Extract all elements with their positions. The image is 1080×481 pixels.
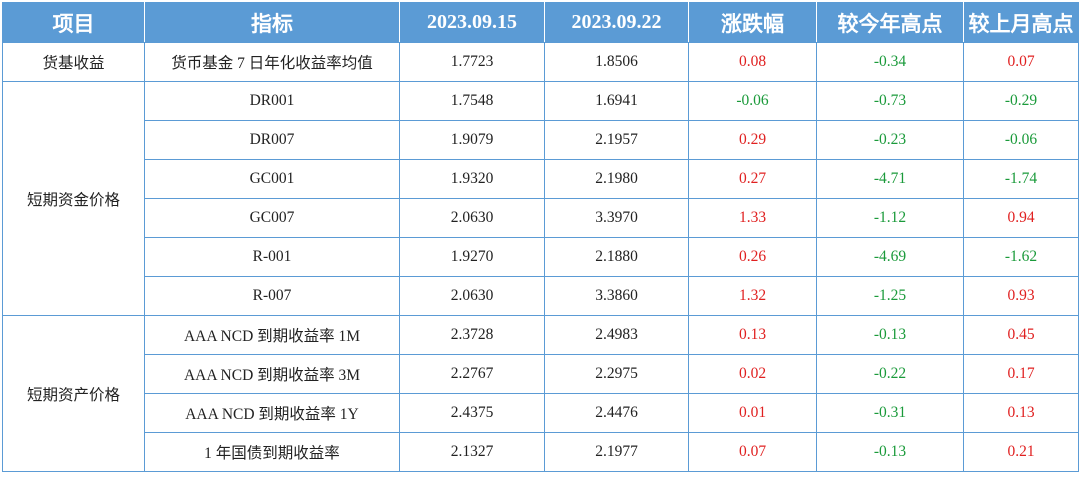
value-date-2-cell: 2.4983 — [544, 315, 689, 355]
value-date-1-cell: 2.0630 — [399, 198, 545, 238]
indicator-cell: 1 年国债到期收益率 — [144, 432, 400, 472]
vs-year-high-cell: -0.73 — [816, 81, 964, 121]
indicator-cell: AAA NCD 到期收益率 3M — [144, 354, 400, 394]
vs-month-high-cell: 0.21 — [963, 432, 1079, 472]
value-date-1-cell: 1.7548 — [399, 81, 545, 121]
value-date-2-cell: 2.1980 — [544, 159, 689, 199]
value-date-2-cell: 2.1957 — [544, 120, 689, 160]
value-date-1-cell: 2.4375 — [399, 393, 545, 433]
change-cell: 0.01 — [688, 393, 817, 433]
indicator-cell: R-001 — [144, 237, 400, 277]
value-date-2-cell: 2.2975 — [544, 354, 689, 394]
value-date-2-cell: 1.8506 — [544, 42, 689, 82]
value-date-1-cell: 2.2767 — [399, 354, 545, 394]
vs-month-high-cell: 0.45 — [963, 315, 1079, 355]
value-date-1-cell: 1.7723 — [399, 42, 545, 82]
change-cell: 0.02 — [688, 354, 817, 394]
change-cell: 0.27 — [688, 159, 817, 199]
indicator-cell: DR001 — [144, 81, 400, 121]
category-cell: 货基收益 — [2, 42, 145, 82]
value-date-1-cell: 1.9079 — [399, 120, 545, 160]
header-vs-year-high: 较今年高点 — [816, 2, 964, 43]
header-row: 项目 指标 2023.09.15 2023.09.22 涨跌幅 较今年高点 较上… — [2, 2, 1079, 43]
indicator-cell: DR007 — [144, 120, 400, 160]
vs-year-high-cell: -1.25 — [816, 276, 964, 316]
table-row: R-001 1.9270 2.1880 0.26 -4.69 -1.62 — [3, 237, 1079, 277]
vs-month-high-cell: -1.62 — [963, 237, 1079, 277]
table-row: 1 年国债到期收益率 2.1327 2.1977 0.07 -0.13 0.21 — [3, 432, 1079, 472]
vs-month-high-cell: -1.74 — [963, 159, 1079, 199]
vs-month-high-cell: -0.06 — [963, 120, 1079, 160]
value-date-1-cell: 2.3728 — [399, 315, 545, 355]
change-cell: 0.07 — [688, 432, 817, 472]
vs-year-high-cell: -0.22 — [816, 354, 964, 394]
change-cell: 1.33 — [688, 198, 817, 238]
table-header: 项目 指标 2023.09.15 2023.09.22 涨跌幅 较今年高点 较上… — [2, 2, 1079, 43]
table-row: AAA NCD 到期收益率 3M 2.2767 2.2975 0.02 -0.22 0.1… — [3, 354, 1079, 394]
vs-year-high-cell: -0.13 — [816, 315, 964, 355]
value-date-2-cell: 3.3860 — [544, 276, 689, 316]
header-category: 项目 — [2, 2, 145, 43]
indicator-cell: GC007 — [144, 198, 400, 238]
value-date-1-cell: 2.0630 — [399, 276, 545, 316]
table-row: 货基收益 货币基金 7 日年化收益率均值 1.7723 1.8506 0.08 -0.34… — [2, 42, 1079, 82]
value-date-2-cell: 2.1977 — [544, 432, 689, 472]
change-cell: 1.32 — [688, 276, 817, 316]
table-body: 货基收益 货币基金 7 日年化收益率均值 1.7723 1.8506 0.08 -0.34… — [2, 42, 1079, 472]
category-cell: 短期资金价格 — [2, 81, 145, 316]
table-row: AAA NCD 到期收益率 1Y 2.4375 2.4476 0.01 -0.31 0.1… — [3, 393, 1079, 433]
table-row: GC007 2.0630 3.3970 1.33 -1.12 0.94 — [3, 198, 1079, 238]
category-cell: 短期资产价格 — [2, 315, 145, 472]
change-cell: 0.26 — [688, 237, 817, 277]
table-row: DR007 1.9079 2.1957 0.29 -0.23 -0.06 — [3, 120, 1079, 160]
value-date-1-cell: 2.1327 — [399, 432, 545, 472]
header-date-1: 2023.09.15 — [399, 2, 545, 43]
vs-year-high-cell: -1.12 — [816, 198, 964, 238]
value-date-2-cell: 1.6941 — [544, 81, 689, 121]
value-date-1-cell: 1.9270 — [399, 237, 545, 277]
vs-year-high-cell: -0.23 — [816, 120, 964, 160]
header-change: 涨跌幅 — [688, 2, 817, 43]
indicator-cell: R-007 — [144, 276, 400, 316]
vs-year-high-cell: -0.34 — [816, 42, 964, 82]
vs-year-high-cell: -0.31 — [816, 393, 964, 433]
vs-month-high-cell: 0.17 — [963, 354, 1079, 394]
table-row: GC001 1.9320 2.1980 0.27 -4.71 -1.74 — [3, 159, 1079, 199]
vs-month-high-cell: 0.13 — [963, 393, 1079, 433]
change-cell: -0.06 — [688, 81, 817, 121]
vs-month-high-cell: 0.94 — [963, 198, 1079, 238]
rates-table: 项目 指标 2023.09.15 2023.09.22 涨跌幅 较今年高点 较上… — [2, 2, 1079, 472]
value-date-2-cell: 2.1880 — [544, 237, 689, 277]
header-date-2: 2023.09.22 — [544, 2, 689, 43]
change-cell: 0.13 — [688, 315, 817, 355]
value-date-1-cell: 1.9320 — [399, 159, 545, 199]
indicator-cell: 货币基金 7 日年化收益率均值 — [144, 42, 400, 82]
table-row: 短期资产价格 AAA NCD 到期收益率 1M 2.3728 2.4983 0.13 -0… — [2, 315, 1079, 472]
vs-month-high-cell: 0.93 — [963, 276, 1079, 316]
value-date-2-cell: 2.4476 — [544, 393, 689, 433]
table-row: 短期资金价格 DR001 1.7548 1.6941 -0.06 -0.73 -0.29 — [2, 81, 1079, 316]
vs-month-high-cell: 0.07 — [963, 42, 1079, 82]
table-row: R-007 2.0630 3.3860 1.32 -1.25 0.93 — [3, 276, 1079, 316]
header-indicator: 指标 — [144, 2, 400, 43]
vs-year-high-cell: -0.13 — [816, 432, 964, 472]
header-vs-month-high: 较上月高点 — [963, 2, 1079, 43]
change-cell: 0.08 — [688, 42, 817, 82]
change-cell: 0.29 — [688, 120, 817, 160]
vs-month-high-cell: -0.29 — [963, 81, 1079, 121]
indicator-cell: AAA NCD 到期收益率 1Y — [144, 393, 400, 433]
indicator-cell: GC001 — [144, 159, 400, 199]
value-date-2-cell: 3.3970 — [544, 198, 689, 238]
indicator-cell: AAA NCD 到期收益率 1M — [144, 315, 400, 355]
vs-year-high-cell: -4.71 — [816, 159, 964, 199]
vs-year-high-cell: -4.69 — [816, 237, 964, 277]
